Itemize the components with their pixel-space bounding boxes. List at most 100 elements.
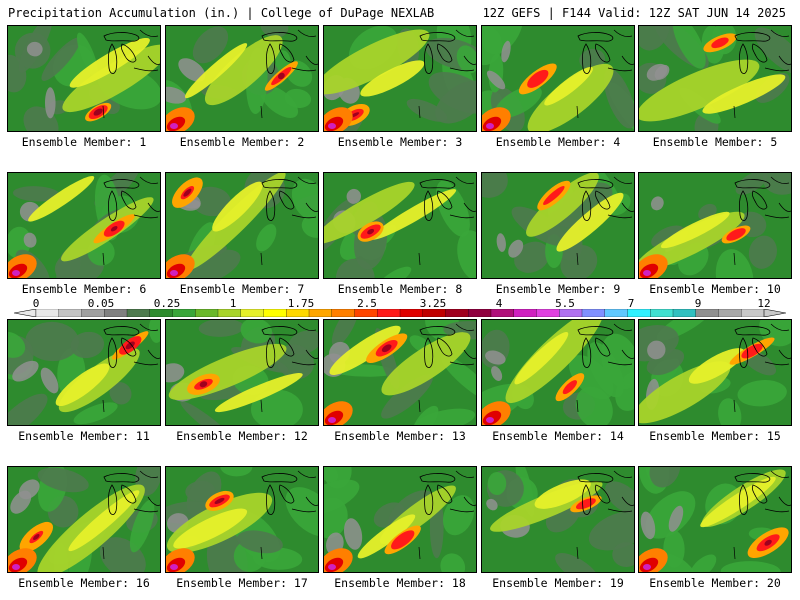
ensemble-map-panel	[481, 466, 635, 573]
ensemble-map-panel	[7, 319, 161, 426]
precip-map	[482, 26, 634, 131]
great-lakes-outline	[261, 473, 317, 515]
ensemble-map-panel	[165, 25, 319, 132]
colorbar-swatch	[513, 309, 537, 317]
colorbar-swatch	[718, 309, 742, 317]
ensemble-map-panel	[323, 466, 477, 573]
colorbar-swatch	[741, 309, 765, 317]
ensemble-member-label: Ensemble Member: 3	[337, 135, 463, 149]
colorbar-swatch	[81, 309, 105, 317]
great-lakes-outline	[734, 473, 790, 515]
precip-colorbar	[14, 309, 786, 317]
colorbar-tick-label: 2.5	[357, 297, 377, 310]
ensemble-map-panel	[638, 466, 792, 573]
precip-map	[166, 467, 318, 572]
precip-map	[166, 26, 318, 131]
precip-map	[8, 26, 160, 131]
precip-map	[639, 26, 791, 131]
great-lakes-outline	[419, 473, 475, 515]
colorbar-swatch	[126, 309, 151, 317]
precip-map	[8, 173, 160, 278]
precip-map	[324, 26, 476, 131]
coastline-outline	[576, 323, 634, 413]
colorbar-tick-label: 0.05	[87, 297, 115, 310]
colorbar-swatch	[377, 309, 401, 317]
coastline-outline	[576, 176, 634, 266]
precip-map	[482, 467, 634, 572]
ensemble-member-label: Ensemble Member: 10	[649, 282, 781, 296]
ensemble-map-panel	[481, 319, 635, 426]
precip-map	[8, 467, 160, 572]
ensemble-map-panel	[481, 25, 635, 132]
colorbar-tick-label: 4	[495, 297, 503, 310]
ensemble-map-panel	[323, 25, 477, 132]
chart-title: Precipitation Accumulation (in.) | Colle…	[8, 6, 435, 20]
great-lakes-outline	[103, 179, 159, 221]
coastline-outline	[260, 176, 318, 266]
colorbar-swatch	[604, 309, 628, 317]
ensemble-map-panel	[165, 319, 319, 426]
colorbar-swatch	[331, 309, 355, 317]
colorbar-tick-label: 1.75	[287, 297, 315, 310]
colorbar-swatch	[468, 309, 492, 317]
precip-map	[166, 173, 318, 278]
colorbar-tick-label: 3.25	[419, 297, 447, 310]
great-lakes-outline	[103, 326, 159, 368]
colorbar-swatch	[399, 309, 424, 317]
colorbar-swatch	[490, 309, 515, 317]
colorbar-tick-label: 0.25	[153, 297, 181, 310]
ensemble-member-label: Ensemble Member: 2	[179, 135, 305, 149]
ensemble-member-label: Ensemble Member: 15	[649, 429, 781, 443]
ensemble-member-label: Ensemble Member: 9	[495, 282, 621, 296]
colorbar-swatch	[240, 309, 264, 317]
ensemble-member-label: Ensemble Member: 4	[495, 135, 621, 149]
ensemble-map-panel	[7, 172, 161, 279]
ensemble-map-panel	[638, 319, 792, 426]
coastline-outline	[102, 29, 160, 119]
colorbar-swatch	[172, 309, 196, 317]
precip-map	[639, 173, 791, 278]
colorbar-tick-label: 12	[757, 297, 771, 310]
colorbar-swatch	[263, 309, 287, 317]
great-lakes-outline	[261, 326, 317, 368]
colorbar-swatch	[627, 309, 651, 317]
valid-time-title: 12Z GEFS | F144 Valid: 12Z SAT JUN 14 20…	[482, 6, 786, 20]
colorbar-tick-label: 9	[694, 297, 702, 310]
great-lakes-outline	[261, 32, 317, 74]
precip-map	[324, 320, 476, 425]
ensemble-member-label: Ensemble Member: 14	[492, 429, 624, 443]
colorbar-tick-label: 5.5	[555, 297, 575, 310]
ensemble-member-label: Ensemble Member: 18	[334, 576, 466, 590]
great-lakes-outline	[577, 32, 633, 74]
colorbar-swatch	[149, 309, 173, 317]
great-lakes-outline	[103, 32, 159, 74]
colorbar-swatch	[354, 309, 378, 317]
ensemble-map-panel	[7, 25, 161, 132]
colorbar-swatch	[422, 309, 446, 317]
precip-map	[639, 320, 791, 425]
coastline-outline	[576, 29, 634, 119]
coastline-outline	[260, 470, 318, 560]
ensemble-member-label: Ensemble Member: 20	[649, 576, 781, 590]
coastline-outline	[733, 323, 791, 413]
ensemble-map-panel	[7, 466, 161, 573]
great-lakes-outline	[103, 473, 159, 515]
colorbar-swatch	[58, 309, 82, 317]
ensemble-map-panel	[481, 172, 635, 279]
great-lakes-outline	[734, 326, 790, 368]
colorbar-swatch	[104, 309, 128, 317]
great-lakes-outline	[577, 326, 633, 368]
ensemble-member-label: Ensemble Member: 17	[176, 576, 308, 590]
precip-map	[482, 173, 634, 278]
coastline-outline	[576, 470, 634, 560]
coastline-outline	[102, 176, 160, 266]
great-lakes-outline	[419, 326, 475, 368]
great-lakes-outline	[577, 473, 633, 515]
colorbar-min-arrow	[14, 309, 37, 317]
ensemble-map-panel	[165, 466, 319, 573]
colorbar-swatch	[650, 309, 674, 317]
ensemble-member-label: Ensemble Member: 19	[492, 576, 624, 590]
ensemble-member-label: Ensemble Member: 8	[337, 282, 463, 296]
colorbar-swatch	[35, 309, 60, 317]
precip-map	[639, 467, 791, 572]
